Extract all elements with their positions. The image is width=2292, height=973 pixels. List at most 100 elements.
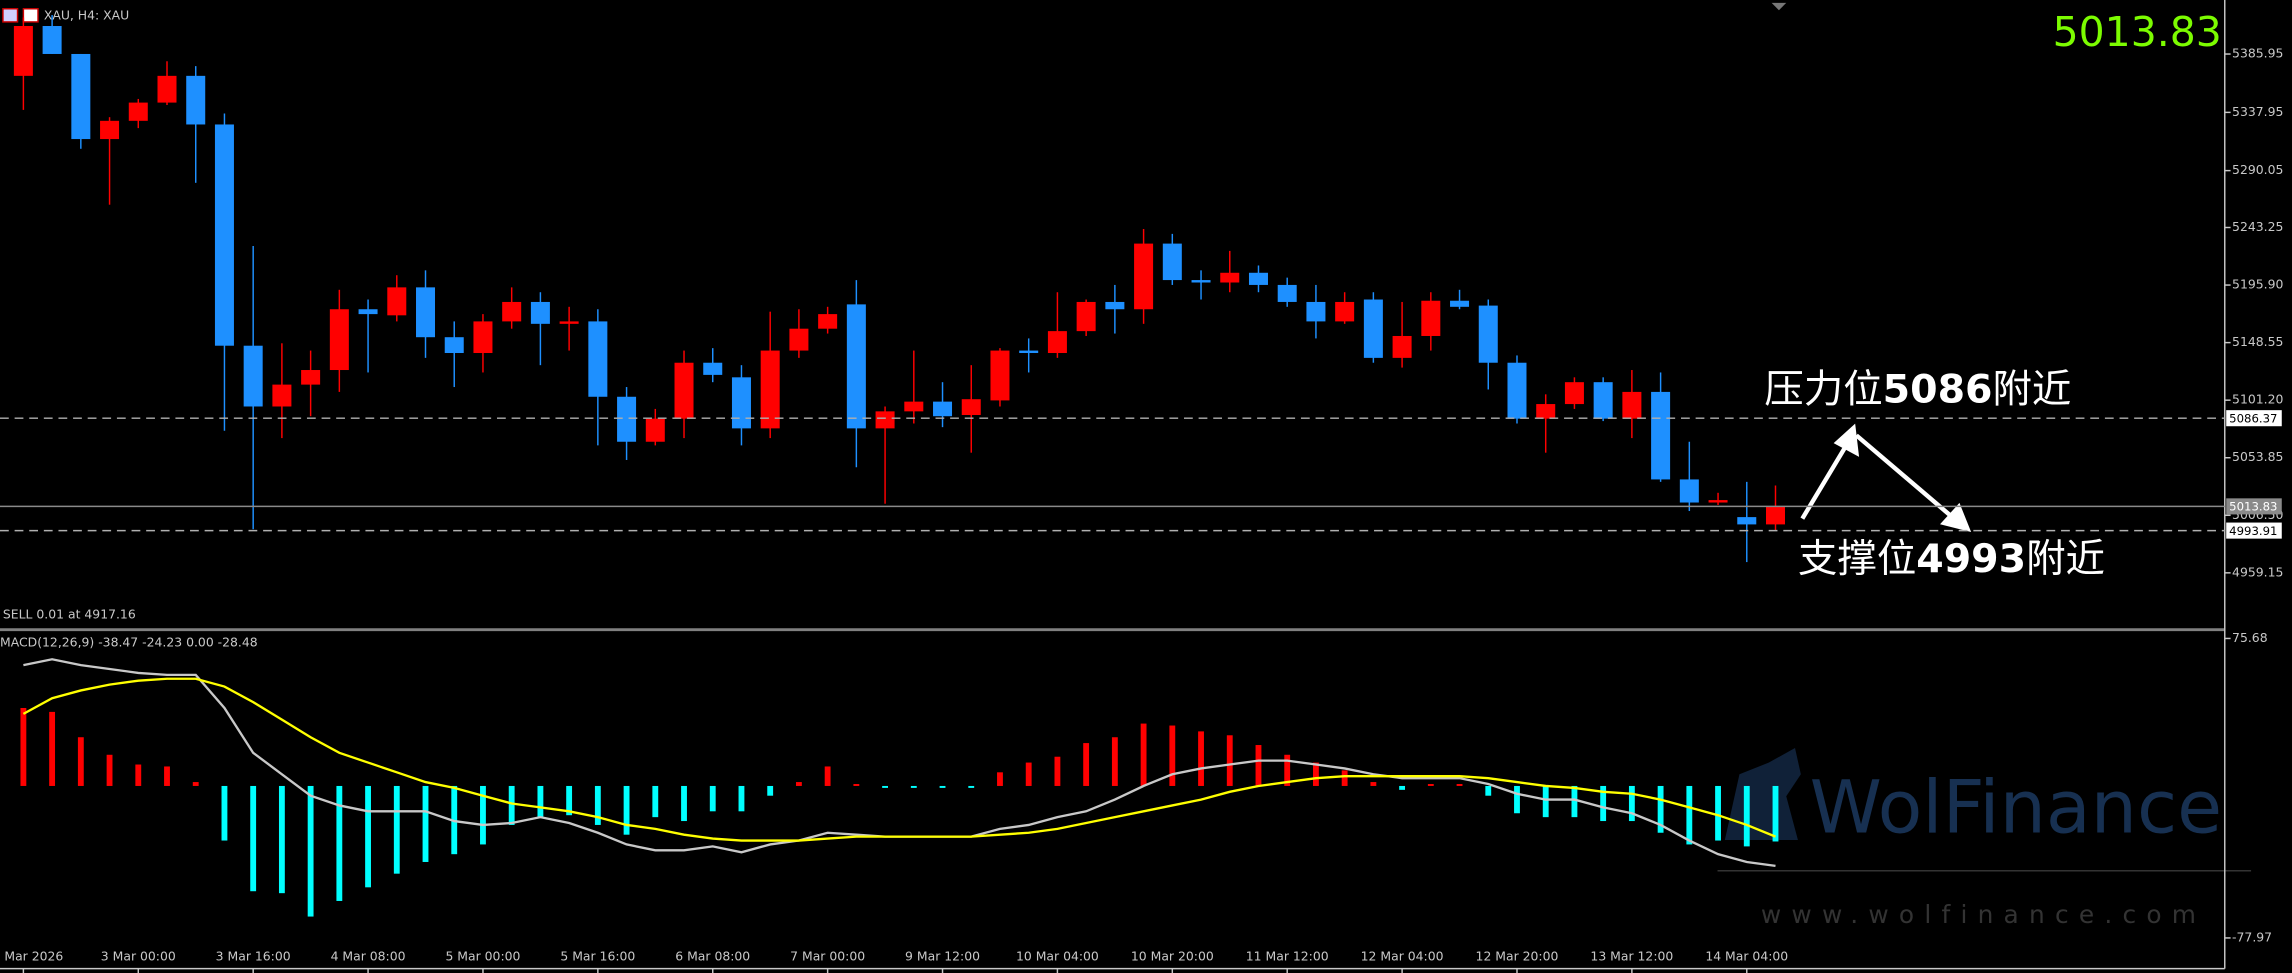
y-tick-label: 75.68 xyxy=(2232,630,2268,645)
macd-bar xyxy=(1054,756,1061,786)
macd-bar xyxy=(1370,782,1377,786)
macd-bar xyxy=(422,785,429,862)
candle-body xyxy=(1162,243,1182,281)
candle-body xyxy=(1564,382,1584,405)
macd-bar xyxy=(1111,737,1118,786)
price-line-box xyxy=(2226,410,2282,427)
y-tick-label: 5290.05 xyxy=(2232,162,2283,177)
macd-bar xyxy=(1341,770,1348,786)
candle-body xyxy=(1651,391,1671,480)
macd-bar xyxy=(49,711,56,786)
candle-body xyxy=(1363,299,1383,358)
candle-body xyxy=(1076,301,1096,332)
macd-bar xyxy=(1456,784,1463,786)
macd-bar xyxy=(824,766,831,786)
candle-body xyxy=(904,401,924,412)
macd-bar xyxy=(1399,785,1406,790)
macd-bar xyxy=(1772,785,1779,842)
chart-icon xyxy=(2,8,19,23)
candle-body xyxy=(818,314,838,329)
candle-body xyxy=(387,287,407,316)
macd-bar xyxy=(480,785,486,845)
macd-bar xyxy=(508,785,515,825)
macd-bar xyxy=(1169,725,1176,786)
candle-body xyxy=(1105,301,1125,310)
candle-body xyxy=(1248,272,1268,285)
candle-body xyxy=(789,328,809,351)
macd-bar xyxy=(910,785,917,788)
candle-body xyxy=(1019,350,1039,354)
y-tick-label: 4959.15 xyxy=(2232,564,2283,579)
macd-bar xyxy=(307,785,314,917)
y-tick-label: 5243.25 xyxy=(2232,219,2283,234)
candle-body xyxy=(1421,300,1441,336)
support-annotation: 支撑位4993附近 xyxy=(1798,536,2105,582)
y-tick-label: 5337.95 xyxy=(2232,104,2283,119)
annotation-part: 附近 xyxy=(1992,366,2071,412)
candle-body xyxy=(1708,500,1728,503)
candle-body xyxy=(559,321,579,324)
macd-bar xyxy=(1025,762,1032,786)
shift-marker xyxy=(1771,2,1787,11)
candle-body xyxy=(186,75,206,125)
candle-body xyxy=(71,53,91,140)
price-line-label: 5013.83 xyxy=(2229,500,2277,514)
macd-bar xyxy=(135,764,142,786)
candle-body xyxy=(444,337,464,354)
candle-body xyxy=(961,399,981,415)
candle-body xyxy=(933,401,953,417)
macd-bar xyxy=(1255,745,1262,786)
candle-body xyxy=(1191,280,1211,283)
candle-body xyxy=(329,309,349,371)
y-tick-label: 5195.90 xyxy=(2232,277,2283,292)
x-tick-label: 5 Mar 16:00 xyxy=(560,948,635,963)
x-tick-label: 6 Mar 08:00 xyxy=(675,948,750,963)
macd-bar xyxy=(681,785,687,822)
macd-bar xyxy=(106,754,113,786)
macd-bar xyxy=(997,772,1003,786)
arrow-up xyxy=(1800,437,1853,520)
order-note: SELL 0.01 at 4917.16 xyxy=(3,607,136,622)
candle-body xyxy=(875,411,895,429)
macd-bar xyxy=(738,785,745,812)
candle-body xyxy=(990,350,1010,401)
macd-bar xyxy=(1715,785,1721,841)
candle-body xyxy=(530,301,550,324)
candle-body xyxy=(1306,301,1326,322)
candle-body xyxy=(1478,305,1498,363)
candle-body xyxy=(1134,243,1154,310)
candle-body xyxy=(502,301,522,322)
candle-body xyxy=(301,370,321,385)
annotation-part: 支撑位 xyxy=(1798,536,1916,582)
macd-bar xyxy=(1198,731,1204,786)
candle-body xyxy=(760,350,780,429)
candle-body xyxy=(1737,517,1757,525)
macd-bar xyxy=(77,737,84,786)
price-line-label: 4993.91 xyxy=(2229,524,2277,538)
macd-line xyxy=(22,677,1776,842)
candle-body xyxy=(214,124,234,346)
macd-title: MACD(12,26,9) -38.47 -24.23 0.00 -28.48 xyxy=(0,634,258,649)
macd-bar xyxy=(1542,785,1549,818)
candles xyxy=(13,15,1785,563)
candle-body xyxy=(13,26,33,76)
macd-bar xyxy=(1140,723,1147,786)
macd-bar xyxy=(221,785,228,841)
x-tick-label: 4 Mar 08:00 xyxy=(331,948,406,963)
resistance-annotation: 压力位5086附近 xyxy=(1764,366,2071,412)
x-tick-label: 12 Mar 04:00 xyxy=(1361,948,1444,963)
candle-body xyxy=(1593,382,1613,419)
annotation-part: 4993 xyxy=(1916,536,2026,582)
chart-title: XAU, H4: XAU xyxy=(44,8,129,23)
macd-bar xyxy=(1226,735,1233,786)
current-price-big: 5013.83 xyxy=(2053,8,2222,56)
macd-bar xyxy=(1600,785,1607,822)
macd-bar xyxy=(1485,785,1492,796)
candle-body xyxy=(1450,300,1470,307)
x-tick-label: 5 Mar 00:00 xyxy=(445,948,520,963)
candle-body xyxy=(674,362,694,419)
candle-body xyxy=(731,377,751,429)
x-tick-label: 7 Mar 00:00 xyxy=(790,948,865,963)
candle-body xyxy=(1536,404,1556,419)
price-line-box xyxy=(2226,498,2282,515)
